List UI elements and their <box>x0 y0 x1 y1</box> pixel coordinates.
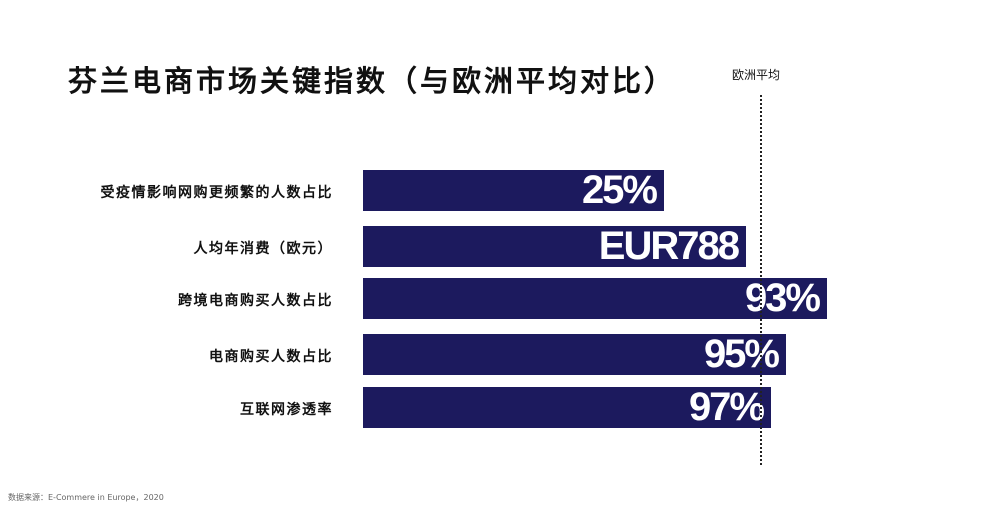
bar-value: 25% <box>581 168 658 212</box>
row-label: 跨境电商购买人数占比 <box>178 293 333 309</box>
row-label: 人均年消费（欧元） <box>193 241 333 257</box>
bar-value: 97% <box>688 385 765 429</box>
bar-value: EUR788 <box>598 224 740 268</box>
europe-average-label: 欧洲平均 <box>732 68 781 82</box>
bar-value: 93% <box>744 276 821 320</box>
bar-value: 95% <box>703 332 780 376</box>
row-label: 互联网渗透率 <box>240 402 333 418</box>
bar-pandemic-frequent-shoppers: 25% <box>363 168 664 212</box>
row-label: 电商购买人数占比 <box>209 349 333 365</box>
row-label: 受疫情影响网购更频繁的人数占比 <box>100 185 333 201</box>
bar-annual-spend: EUR788 <box>363 224 746 268</box>
europe-average-reference-line <box>760 95 762 465</box>
data-source-note: 数据来源：E-Commere in Europe，2020 <box>8 493 164 502</box>
bar-cross-border-shoppers: 93% <box>363 276 827 320</box>
bar-internet-penetration: 97% <box>363 385 771 429</box>
bar-ecommerce-shoppers: 95% <box>363 332 786 376</box>
chart-title: 芬兰电商市场关键指数（与欧洲平均对比） <box>68 64 677 98</box>
